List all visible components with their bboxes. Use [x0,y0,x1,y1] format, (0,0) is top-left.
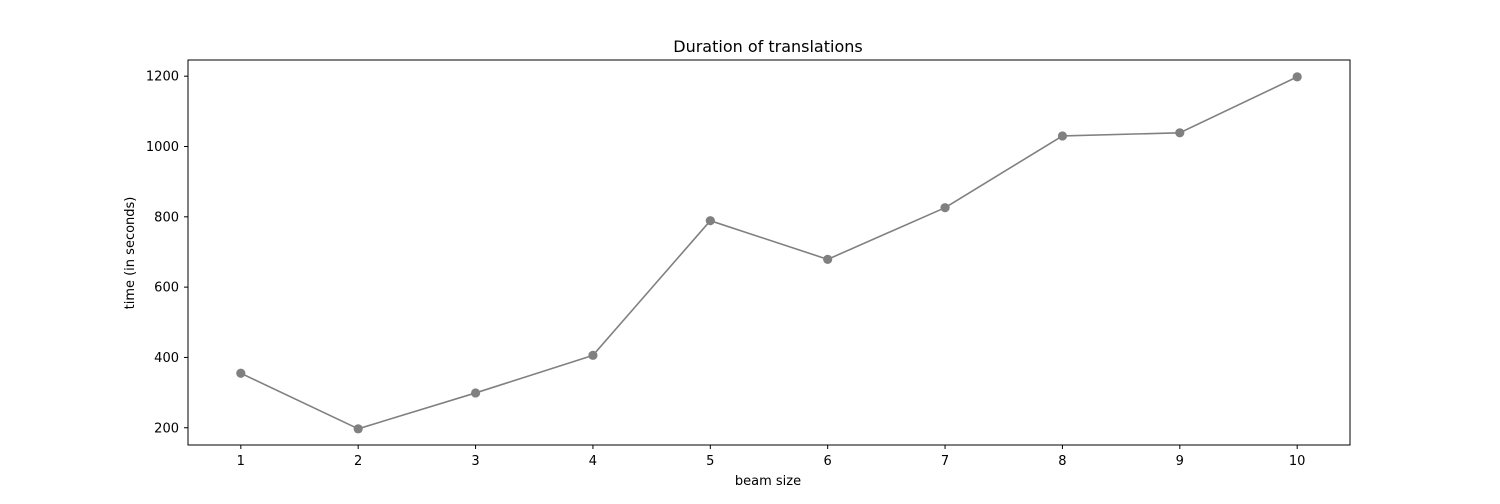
data-point [353,424,363,434]
y-tick-label: 1000 [146,140,179,155]
x-tick-label: 6 [824,454,832,469]
x-tick-label: 5 [706,454,714,469]
y-tick-label: 200 [154,421,179,436]
series-line [240,76,1298,430]
data-point [1175,128,1185,138]
x-tick-label: 8 [1058,454,1066,469]
y-tick-label: 800 [154,210,179,225]
data-point [940,203,950,213]
axes-frame [187,59,1351,446]
y-tick-label: 400 [154,351,179,366]
x-axis-label: beam size [735,474,801,489]
x-tick-label: 10 [1289,454,1306,469]
data-point [588,350,598,360]
x-tick-label: 3 [471,454,479,469]
data-point [1057,131,1068,141]
data-point [470,388,481,398]
chart-title: Duration of translations [673,37,862,56]
x-tick-label: 1 [237,454,245,469]
data-point [705,216,715,226]
x-tick-label: 7 [941,454,949,469]
x-tick-label: 9 [1176,454,1184,469]
data-point [236,368,246,378]
x-tick-label: 2 [354,454,362,469]
y-tick-label: 1200 [146,70,179,85]
y-tick-label: 600 [154,281,179,296]
x-tick-label: 4 [589,454,597,469]
y-axis-label: time (in seconds) [123,197,138,310]
data-point [823,254,833,264]
data-point [1292,72,1302,82]
plot-area: 1 2 3 4 5 6 7 8 9 10 200 400 600 800 1000 1200 [146,59,1351,469]
